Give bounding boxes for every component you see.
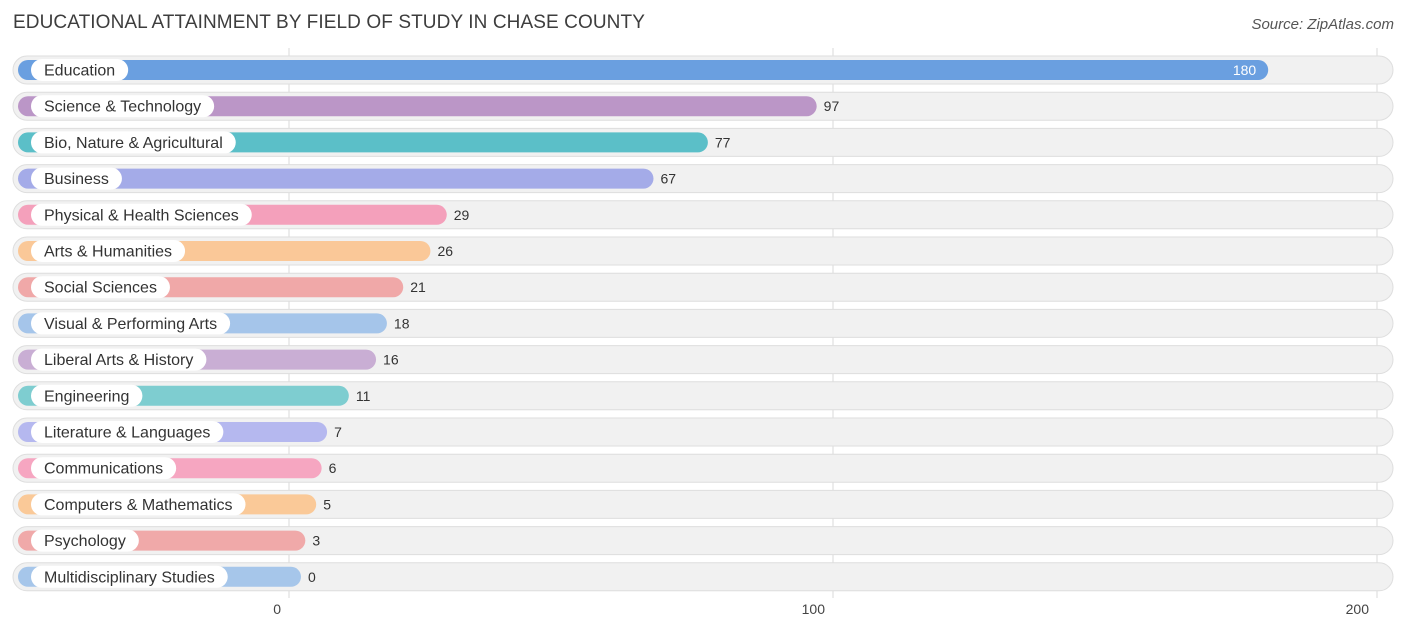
bar <box>18 168 654 189</box>
category-label: Education <box>44 63 115 80</box>
category-label-pill <box>31 421 224 443</box>
value-label: 180 <box>1233 62 1257 78</box>
category-label-pill <box>31 312 231 335</box>
row-background <box>12 381 1394 411</box>
value-label: 0 <box>308 569 316 585</box>
category-label-pill <box>31 348 207 371</box>
value-label: 7 <box>334 424 342 440</box>
category-label-pill <box>31 529 139 552</box>
category-label: Psychology <box>44 533 126 550</box>
row-background <box>12 489 1394 519</box>
value-label: 11 <box>356 388 371 404</box>
category-label: Physical & Health Sciences <box>44 207 239 224</box>
category-label: Visual & Performing Arts <box>44 316 217 333</box>
value-label: 26 <box>437 243 453 259</box>
category-label: Business <box>44 171 109 188</box>
value-label: 3 <box>312 533 320 549</box>
value-label: 97 <box>824 98 840 114</box>
category-label-pill <box>31 493 246 516</box>
bar <box>18 60 1269 80</box>
category-label: Social Sciences <box>44 280 157 297</box>
category-label: Liberal Arts & History <box>44 352 193 369</box>
category-label: Engineering <box>44 388 129 405</box>
category-label: Science & Technology <box>44 99 201 116</box>
category-label: Literature & Languages <box>44 425 210 442</box>
value-label: 16 <box>383 352 399 368</box>
row-background <box>12 562 1394 592</box>
value-label: 5 <box>323 496 331 512</box>
category-label-pill <box>31 565 228 588</box>
value-label: 77 <box>715 134 731 150</box>
value-label: 29 <box>454 207 470 223</box>
value-label: 6 <box>329 460 337 476</box>
row-background <box>12 526 1394 556</box>
category-label-pill <box>31 457 177 480</box>
category-label-pill <box>31 167 122 190</box>
x-tick-label: 0 <box>273 601 281 617</box>
category-label: Bio, Nature & Agricultural <box>44 135 223 152</box>
source-credit: Source: ZipAtlas.com <box>1251 16 1394 33</box>
category-label-pill <box>31 95 215 118</box>
x-tick-label: 200 <box>1346 601 1370 617</box>
category-label-pill <box>31 59 129 81</box>
category-label: Arts & Humanities <box>44 244 172 261</box>
category-label: Communications <box>44 461 163 478</box>
x-axis-ticks: 0 100 200 <box>273 601 1369 617</box>
category-label-pill <box>31 276 170 299</box>
category-label-pill <box>31 131 236 154</box>
bar <box>18 96 817 117</box>
category-label: Multidisciplinary Studies <box>44 569 215 586</box>
category-label: Computers & Mathematics <box>44 497 233 514</box>
row-background <box>12 453 1394 483</box>
row-background <box>12 417 1394 447</box>
category-label-pill <box>31 203 252 226</box>
value-label: 21 <box>410 279 426 295</box>
x-tick-label: 100 <box>802 601 826 617</box>
value-label: 67 <box>660 171 676 187</box>
category-label-pill <box>31 240 186 262</box>
chart-title: EDUCATIONAL ATTAINMENT BY FIELD OF STUDY… <box>13 12 645 33</box>
value-label: 18 <box>394 315 410 331</box>
category-label-pill <box>31 384 143 407</box>
